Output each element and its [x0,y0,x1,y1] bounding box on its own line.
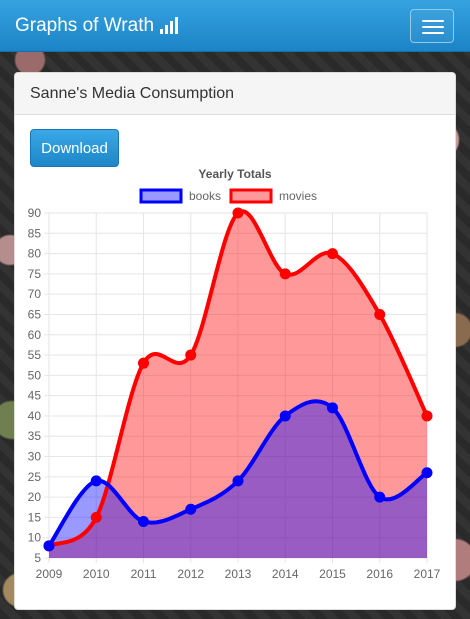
x-tick-label: 2014 [272,567,299,581]
y-tick-label: 10 [28,531,42,545]
x-tick-label: 2010 [83,567,110,581]
data-point-movies [421,410,433,422]
chart-panel: Sanne's Media Consumption Download 5 10 15… [14,72,456,610]
data-point-books [138,515,149,527]
y-tick-label: 40 [28,409,42,423]
series-line-movies [47,209,429,548]
legend-label-books: books [189,189,221,203]
data-point-movies [185,349,197,361]
series-area-movies [49,211,427,558]
y-tick-label: 50 [28,368,42,382]
data-point-books [43,540,55,552]
menu-toggle-button[interactable] [410,9,454,43]
download-button[interactable]: Download [30,129,119,167]
hamburger-icon [422,20,444,22]
y-tick-label: 55 [28,348,42,362]
yearly-totals-chart: 5 10 15 20 25 30 35 40 45 50 55 60 65 70 75 80 85 90 2009 2… [28,167,441,581]
data-point-movies [327,248,338,260]
brand-link[interactable]: Graphs of Wrath [15,15,179,37]
data-point-movies [138,357,149,369]
hamburger-icon-bar [422,26,444,28]
legend-swatch-movies [229,188,273,204]
data-point-movies [90,511,102,523]
x-tick-label: 2012 [177,567,204,581]
y-tick-label: 45 [28,389,42,403]
data-point-books [90,475,102,487]
panel-title: Sanne's Media Consumption [15,73,455,115]
y-tick-label: 60 [28,328,42,342]
y-tick-label: 25 [28,470,42,484]
data-point-movies [374,308,386,320]
y-tick-label: 20 [28,490,42,504]
y-tick-label: 85 [28,226,42,240]
data-point-books [374,491,386,503]
x-tick-label: 2009 [36,567,63,581]
data-point-books [185,503,197,515]
series-area-books [49,401,427,558]
data-point-movies [232,207,244,219]
y-tick-label: 35 [28,429,42,443]
data-point-books [421,467,433,479]
y-tick-label: 70 [28,287,42,301]
x-tick-label: 2016 [366,567,393,581]
x-tick-label: 2015 [319,567,346,581]
x-tick-label: 2011 [131,567,157,581]
data-point-books [327,402,338,414]
legend-label-movies: movies [279,189,317,203]
brand-title: Graphs of Wrath [15,15,155,36]
y-tick-label: 5 [34,551,41,565]
navbar: Graphs of Wrath [0,0,470,52]
y-tick-label: 75 [28,267,42,281]
x-tick-label: 2013 [225,567,252,581]
y-tick-label: 65 [28,307,42,321]
legend-swatch-books [139,188,183,204]
y-tick-label: 90 [28,206,42,220]
y-tick-label: 30 [28,450,42,464]
x-tick-label: 2017 [414,567,441,581]
hamburger-icon-bar [422,32,444,34]
data-point-books [232,475,244,487]
chart-title: Yearly Totals [198,167,271,181]
data-point-movies [279,268,291,280]
signal-bars-icon [160,17,179,34]
y-tick-label: 15 [28,510,42,524]
data-point-books [279,410,291,422]
y-tick-label: 80 [28,247,42,261]
